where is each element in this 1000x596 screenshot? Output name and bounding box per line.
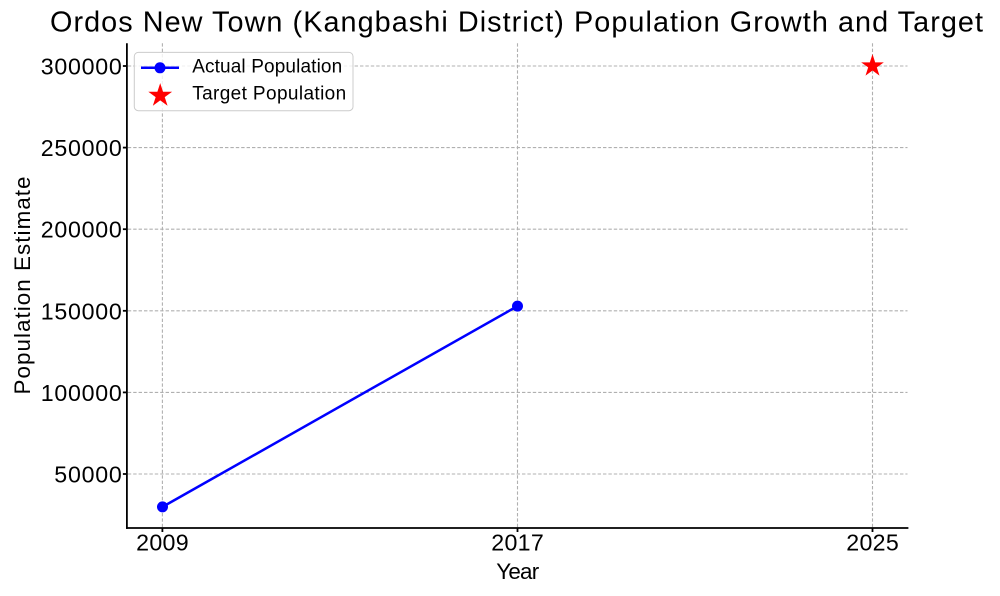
svg-text:2025: 2025: [846, 530, 899, 556]
svg-text:50000: 50000: [54, 462, 122, 488]
svg-text:Actual Population: Actual Population: [192, 57, 342, 78]
svg-text:150000: 150000: [41, 298, 122, 324]
svg-text:300000: 300000: [41, 54, 122, 80]
svg-text:100000: 100000: [41, 380, 122, 406]
svg-text:Ordos New Town (Kangbashi Dist: Ordos New Town (Kangbashi District) Popu…: [50, 7, 983, 39]
svg-text:Year: Year: [496, 559, 540, 584]
svg-text:Target Population: Target Population: [192, 84, 346, 105]
svg-text:2017: 2017: [491, 530, 544, 556]
svg-text:Population Estimate: Population Estimate: [10, 177, 35, 395]
svg-text:250000: 250000: [41, 135, 122, 161]
svg-text:2009: 2009: [136, 530, 189, 556]
svg-text:200000: 200000: [41, 217, 122, 243]
